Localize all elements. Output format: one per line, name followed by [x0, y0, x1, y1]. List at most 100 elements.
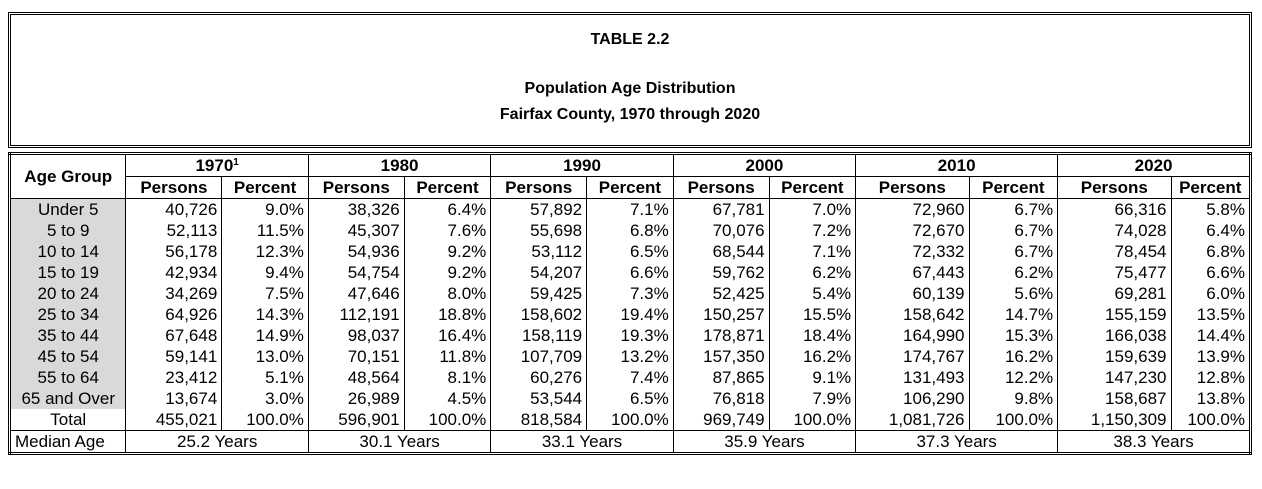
percent-cell: 14.4%	[1170, 325, 1251, 346]
percent-cell: 6.5%	[586, 388, 674, 409]
table-heading: Population Age Distribution	[524, 80, 736, 97]
persons-cell: 969,749	[672, 409, 770, 431]
percent-cell: 9.0%	[221, 198, 309, 220]
persons-cell: 67,648	[125, 325, 223, 346]
age-group-cell: 10 to 14	[8, 241, 127, 262]
table-row: 35 to 44 67,648 14.9% 98,037 16.4% 158,119 19.…	[8, 325, 1251, 346]
persons-cell: 107,709	[490, 346, 588, 367]
persons-cell: 69,281	[1057, 283, 1172, 304]
persons-cell: 1,081,726	[855, 409, 970, 431]
persons-cell: 150,257	[672, 304, 770, 325]
table-row: 15 to 19 42,934 9.4% 54,754 9.2% 54,207 6.6% 59…	[8, 262, 1251, 283]
persons-cell: 59,425	[490, 283, 588, 304]
percent-cell: 7.9%	[768, 388, 857, 409]
persons-cell: 52,425	[672, 283, 770, 304]
percent-cell: 100.0%	[403, 409, 492, 431]
persons-cell: 596,901	[307, 409, 405, 431]
persons-cell: 53,112	[490, 241, 588, 262]
persons-cell: 67,443	[855, 262, 970, 283]
persons-cell: 23,412	[125, 367, 223, 388]
percent-cell: 6.4%	[1170, 220, 1251, 241]
persons-cell: 60,139	[855, 283, 970, 304]
year-header-2000: 2000	[672, 153, 857, 177]
percent-cell: 6.6%	[586, 262, 674, 283]
percent-cell: 7.5%	[221, 283, 309, 304]
percent-cell: 6.7%	[968, 241, 1059, 262]
persons-cell: 42,934	[125, 262, 223, 283]
table-row: 25 to 34 64,926 14.3% 112,191 18.8% 158,602 19…	[8, 304, 1251, 325]
age-group-cell: 15 to 19	[8, 262, 127, 283]
year-header-1970: 19701	[125, 153, 309, 177]
persons-cell: 55,698	[490, 220, 588, 241]
table-number: TABLE 2.2	[590, 31, 670, 48]
persons-cell: 56,178	[125, 241, 223, 262]
median-age-cell: 37.3 Years	[855, 430, 1059, 454]
persons-cell: 72,960	[855, 198, 970, 220]
percent-cell: 13.9%	[1170, 346, 1251, 367]
percent-cell: 13.8%	[1170, 388, 1251, 409]
persons-cell: 67,781	[672, 198, 770, 220]
percent-cell: 18.4%	[768, 325, 857, 346]
percent-cell: 5.1%	[221, 367, 309, 388]
title-box: TABLE 2.2 Population Age Distribution Fa…	[8, 12, 1252, 148]
persons-cell: 74,028	[1057, 220, 1172, 241]
percent-cell: 7.0%	[768, 198, 857, 220]
total-row: Total 455,021 100.0% 596,901 100.0% 818,584 10…	[8, 409, 1251, 431]
table-body: Under 5 40,726 9.0% 38,326 6.4% 57,892 7.1% 67,…	[8, 198, 1251, 454]
percent-cell: 3.0%	[221, 388, 309, 409]
persons-cell: 59,762	[672, 262, 770, 283]
table-subheading: Fairfax County, 1970 through 2020	[499, 106, 761, 123]
percent-cell: 16.4%	[403, 325, 492, 346]
persons-cell: 57,892	[490, 198, 588, 220]
percent-cell: 6.7%	[968, 220, 1059, 241]
year-header-row: Age Group 19701 1980 1990 2000 2010 2020	[8, 153, 1251, 199]
percent-header: Percent	[768, 176, 857, 199]
table-row: 5 to 9 52,113 11.5% 45,307 7.6% 55,698 6.8% 70,…	[8, 220, 1251, 241]
persons-header: Persons	[125, 176, 223, 199]
persons-cell: 78,454	[1057, 241, 1172, 262]
median-age-row: Median Age 25.2 Years 30.1 Years 33.1 Years…	[8, 430, 1251, 454]
percent-cell: 14.9%	[221, 325, 309, 346]
persons-cell: 158,687	[1057, 388, 1172, 409]
age-group-cell: 25 to 34	[8, 304, 127, 325]
percent-cell: 13.5%	[1170, 304, 1251, 325]
median-age-label: Median Age	[8, 430, 127, 454]
persons-cell: 178,871	[672, 325, 770, 346]
percent-cell: 18.8%	[403, 304, 492, 325]
persons-cell: 54,936	[307, 241, 405, 262]
percent-cell: 7.2%	[768, 220, 857, 241]
percent-cell: 7.4%	[586, 367, 674, 388]
percent-cell: 13.0%	[221, 346, 309, 367]
persons-header: Persons	[1057, 176, 1172, 199]
persons-cell: 72,332	[855, 241, 970, 262]
percent-cell: 7.3%	[586, 283, 674, 304]
age-group-cell: 20 to 24	[8, 283, 127, 304]
percent-header: Percent	[403, 176, 492, 199]
percent-cell: 16.2%	[768, 346, 857, 367]
persons-cell: 40,726	[125, 198, 223, 220]
persons-cell: 76,818	[672, 388, 770, 409]
percent-cell: 5.4%	[768, 283, 857, 304]
persons-cell: 47,646	[307, 283, 405, 304]
persons-cell: 87,865	[672, 367, 770, 388]
percent-cell: 100.0%	[1170, 409, 1251, 431]
table-row: 20 to 24 34,269 7.5% 47,646 8.0% 59,425 7.3% 52…	[8, 283, 1251, 304]
percent-cell: 9.2%	[403, 241, 492, 262]
percent-cell: 6.8%	[586, 220, 674, 241]
percent-cell: 19.3%	[586, 325, 674, 346]
percent-cell: 6.6%	[1170, 262, 1251, 283]
percent-cell: 14.3%	[221, 304, 309, 325]
median-age-cell: 25.2 Years	[125, 430, 309, 454]
table-row: 10 to 14 56,178 12.3% 54,936 9.2% 53,112 6.5% 6…	[8, 241, 1251, 262]
persons-cell: 157,350	[672, 346, 770, 367]
persons-cell: 52,113	[125, 220, 223, 241]
table-row: 65 and Over 13,674 3.0% 26,989 4.5% 53,544 6.5…	[8, 388, 1251, 409]
table-row: 45 to 54 59,141 13.0% 70,151 11.8% 107,709 13.…	[8, 346, 1251, 367]
percent-cell: 4.5%	[403, 388, 492, 409]
persons-header: Persons	[855, 176, 970, 199]
age-distribution-table: Age Group 19701 1980 1990 2000 2010 2020…	[8, 152, 1252, 455]
percent-header: Percent	[586, 176, 674, 199]
persons-header: Persons	[307, 176, 405, 199]
year-header-1990: 1990	[490, 153, 674, 177]
subheader-row: Persons Percent Persons Percent Persons …	[10, 176, 1251, 199]
